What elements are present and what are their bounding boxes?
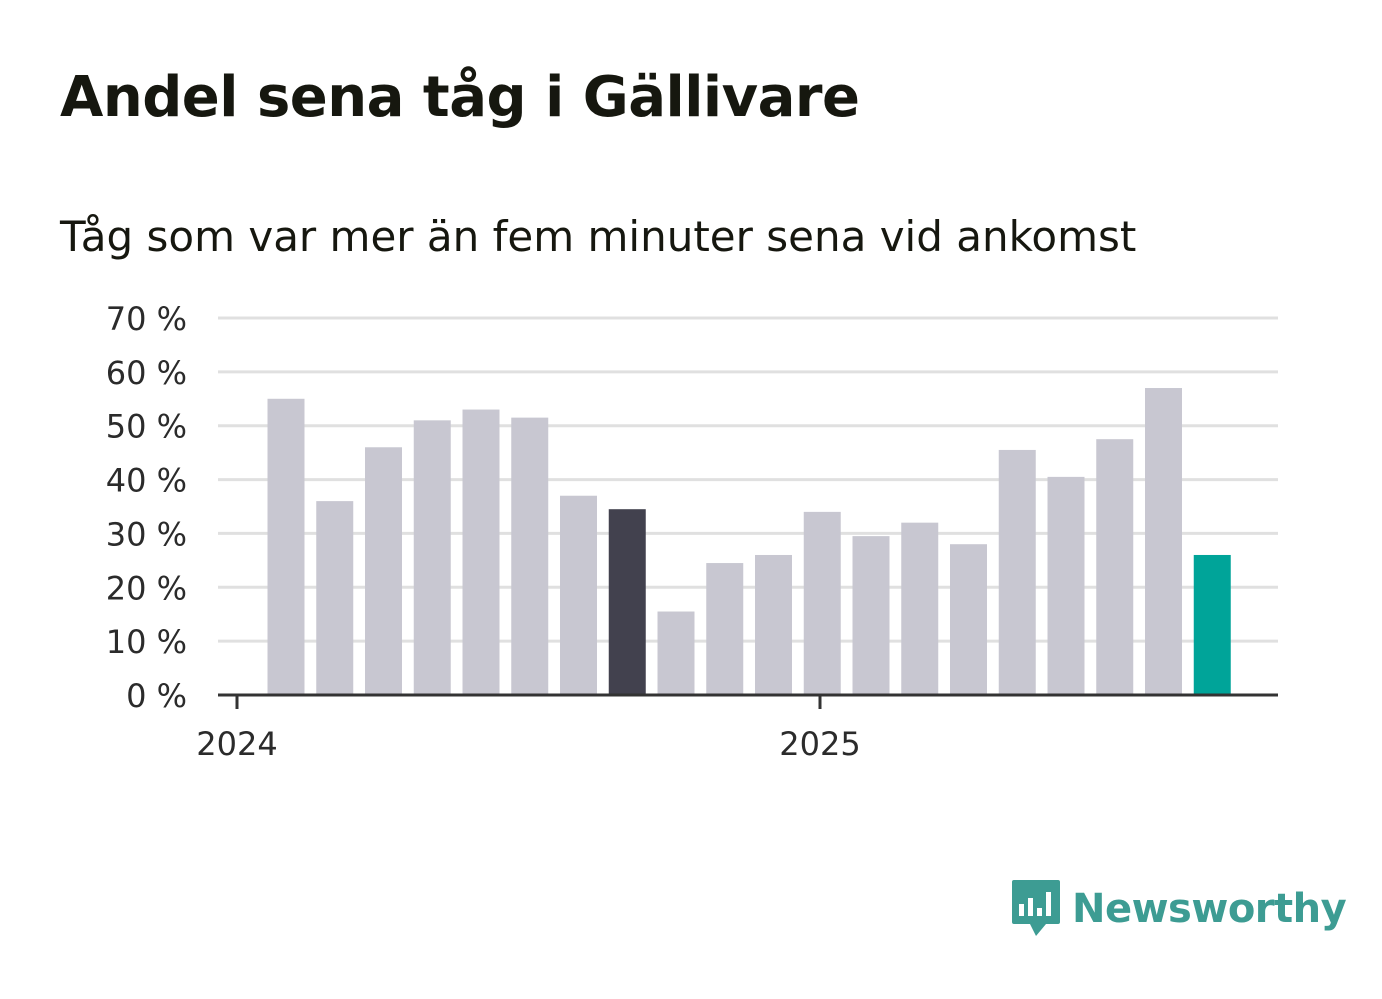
bar — [755, 554, 792, 695]
y-tick-label: 30 % — [106, 515, 187, 553]
bar — [560, 495, 597, 695]
x-axis-ticks: 2024 2025 — [196, 695, 861, 763]
bar — [852, 536, 890, 695]
brand-name: Newsworthy — [1072, 886, 1347, 932]
bar — [1145, 388, 1182, 695]
y-tick-label: 60 % — [106, 354, 187, 392]
bar — [901, 522, 939, 695]
x-tick-label: 2025 — [779, 725, 860, 763]
bar — [1193, 554, 1231, 695]
bar — [998, 449, 1036, 695]
bar — [1096, 439, 1134, 695]
x-tick-label: 2024 — [196, 725, 277, 763]
bar — [803, 511, 841, 695]
y-tick-label: 70 % — [106, 300, 187, 338]
bar — [316, 501, 354, 695]
bar — [511, 417, 549, 695]
y-tick-label: 40 % — [106, 462, 187, 500]
bar-chart: 0 % 10 % 20 % 30 % 40 % 50 % 60 % 70 % 2024 2025 — [106, 300, 1278, 763]
bar — [413, 420, 451, 695]
y-tick-label: 20 % — [106, 569, 187, 607]
y-axis-ticks: 0 % 10 % 20 % 30 % 40 % 50 % 60 % 70 % — [106, 300, 187, 715]
y-tick-label: 50 % — [106, 408, 187, 446]
chart-title: Andel sena tåg i Gällivare — [60, 65, 860, 130]
bar — [1047, 476, 1085, 695]
bar — [462, 409, 500, 695]
y-tick-label: 0 % — [126, 677, 187, 715]
bar — [706, 563, 744, 695]
bar — [657, 611, 695, 695]
bar — [365, 447, 402, 695]
bar — [950, 544, 987, 695]
bar — [608, 509, 646, 695]
newsworthy-logo-icon — [1012, 880, 1060, 936]
bars — [267, 388, 1231, 695]
chart-subtitle: Tåg som var mer än fem minuter sena vid … — [60, 212, 1137, 261]
y-tick-label: 10 % — [106, 623, 187, 661]
newsworthy-logo: Newsworthy — [1010, 878, 1347, 940]
bar — [267, 398, 305, 695]
